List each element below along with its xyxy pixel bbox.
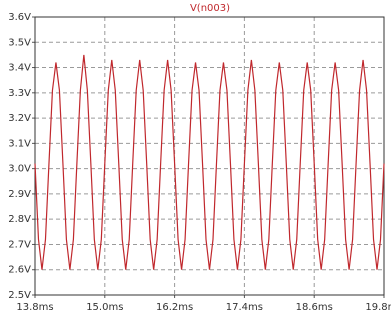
y-tick-label: 3.2V: [8, 113, 31, 124]
x-tick-label: 15.0ms: [86, 302, 123, 313]
y-tick-label: 2.9V: [8, 189, 31, 200]
y-tick-label: 3.1V: [8, 138, 31, 149]
x-tick-label: 18.6ms: [296, 302, 333, 313]
x-tick-label: 19.8ms: [365, 302, 391, 313]
x-tick-label: 13.8ms: [16, 302, 53, 313]
y-tick-label: 3.6V: [8, 12, 31, 23]
y-tick-label: 2.7V: [8, 239, 31, 250]
y-tick-label: 3.5V: [8, 37, 31, 48]
series-line: [34, 54, 385, 270]
plot-frame: [34, 16, 385, 296]
chart-title: V(n003): [190, 3, 230, 14]
x-tick-label: 16.2ms: [156, 302, 193, 313]
y-tick-label: 2.8V: [8, 214, 31, 225]
y-tick-label: 2.5V: [8, 290, 31, 301]
y-tick-label: 2.6V: [8, 265, 31, 276]
x-tick-label: 17.4ms: [226, 302, 263, 313]
y-tick-label: 3.0V: [8, 164, 31, 175]
y-tick-label: 3.3V: [8, 88, 31, 99]
y-tick-label: 3.4V: [8, 63, 31, 74]
